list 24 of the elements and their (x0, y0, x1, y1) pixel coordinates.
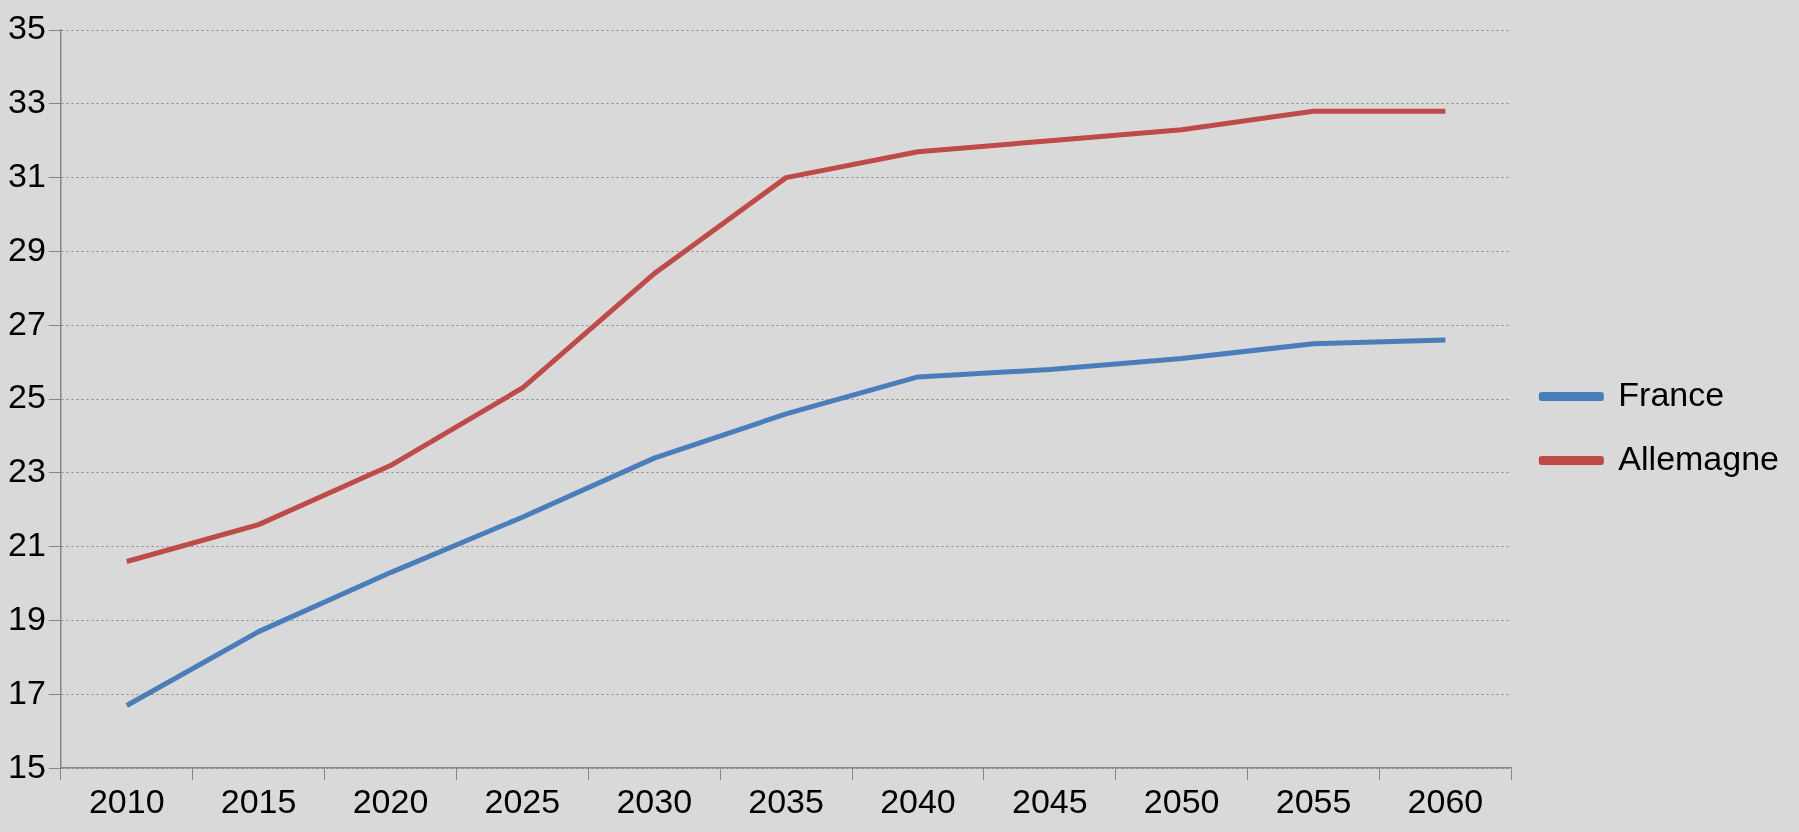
legend-label: France (1618, 374, 1725, 413)
x-tick-label: 2050 (1143, 781, 1220, 820)
y-tick-label: 21 (7, 525, 46, 564)
x-tick-label: 2040 (880, 781, 956, 820)
y-tick-label: 19 (7, 598, 46, 637)
y-tick-label: 15 (7, 746, 46, 785)
y-tick-label: 35 (7, 8, 46, 47)
y-tick-label: 25 (7, 377, 46, 416)
y-tick-label: 27 (7, 303, 46, 342)
x-tick-label: 2020 (352, 781, 429, 820)
y-tick-label: 23 (7, 451, 46, 490)
x-tick-label: 2035 (748, 781, 824, 820)
y-tick-label: 29 (7, 229, 46, 268)
x-tick-label: 2025 (484, 781, 561, 820)
y-tick-label: 17 (7, 672, 46, 711)
x-tick-label: 2015 (220, 781, 297, 820)
x-tick-label: 2030 (616, 781, 693, 820)
y-tick-label: 33 (7, 82, 46, 121)
x-tick-label: 2045 (1011, 781, 1088, 820)
y-tick-label: 31 (7, 156, 46, 195)
x-tick-label: 2055 (1275, 781, 1352, 820)
x-tick-label: 2010 (88, 781, 165, 820)
legend-label: Allemagne (1618, 438, 1779, 477)
x-tick-label: 2060 (1407, 781, 1484, 820)
